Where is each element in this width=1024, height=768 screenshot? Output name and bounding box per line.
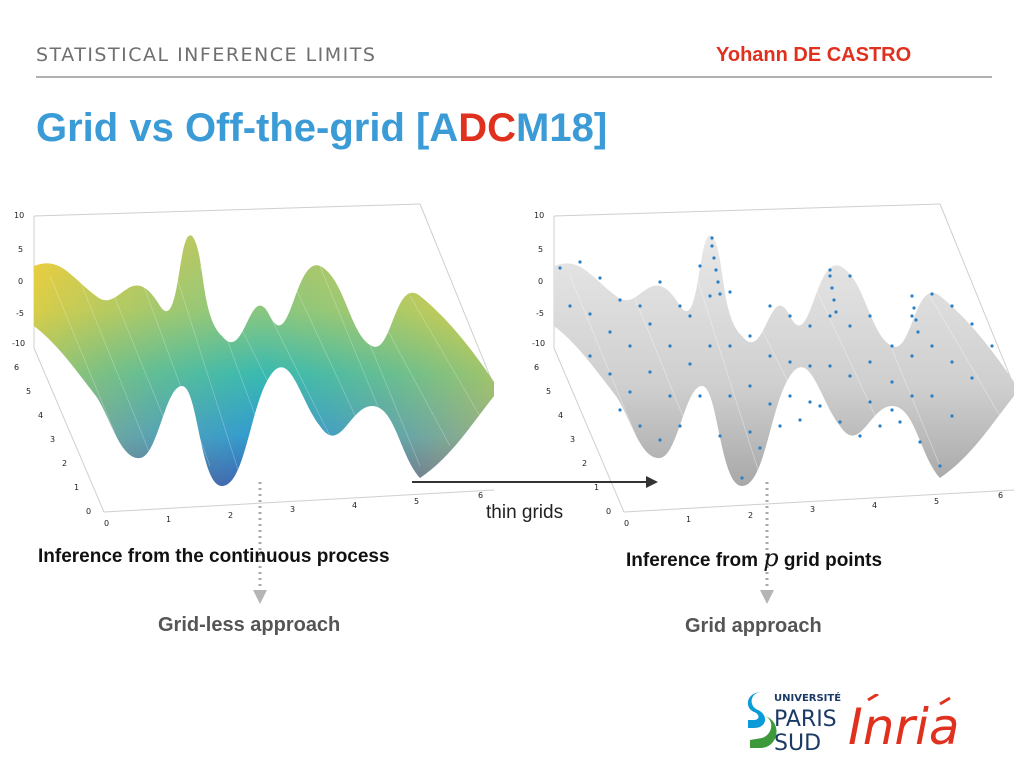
- inria-logo: Inria: [848, 694, 960, 754]
- grid-points-column: [710, 244, 920, 334]
- caption-grid-points: Inference from p grid points: [626, 544, 882, 572]
- y-tick-label: 4: [38, 411, 43, 420]
- grid-points-row: [568, 294, 974, 388]
- right-surface-mesh: [554, 235, 1014, 486]
- x-tick-label: 5: [414, 497, 419, 506]
- z-tick-label: 10: [14, 211, 24, 220]
- right-surface-plot: 10 5 0 -5 -10 6 5 4 3 2 1 0 0 1 2 3 4 5 …: [532, 203, 1015, 528]
- x-tick-label: 4: [352, 501, 357, 510]
- z-tick-label: 5: [538, 245, 543, 254]
- thin-grids-label: thin grids: [486, 502, 564, 523]
- left-x-ticks: 0 1 2 3 4 5 6: [104, 491, 483, 528]
- z-tick-label: 10: [534, 211, 544, 220]
- grid-points-row: [588, 344, 954, 434]
- y-tick-label: 1: [74, 483, 79, 492]
- left-axes-box: [33, 203, 495, 513]
- z-tick-label: -5: [536, 309, 544, 318]
- x-tick-label: 6: [478, 491, 483, 500]
- z-tick-label: 5: [18, 245, 23, 254]
- logo-sud-text: SUD: [774, 731, 821, 754]
- x-tick-label: 0: [624, 519, 629, 528]
- y-tick-label: 2: [582, 459, 587, 468]
- z-tick-label: 0: [538, 277, 543, 286]
- left-down-arrow: [253, 482, 267, 604]
- x-tick-label: 4: [872, 501, 877, 510]
- x-tick-label: 0: [104, 519, 109, 528]
- title-highlight: DC: [458, 106, 516, 150]
- logo-paris-text: PARIS: [774, 707, 837, 732]
- y-tick-label: 1: [594, 483, 599, 492]
- math-variable-p: p: [763, 544, 779, 572]
- x-tick-label: 3: [290, 505, 295, 514]
- y-tick-label: 0: [606, 507, 611, 516]
- left-y-ticks: 6 5 4 3 2 1 0: [14, 363, 91, 516]
- right-y-ticks: 6 5 4 3 2 1 0: [534, 363, 611, 516]
- grid-points-row: [558, 236, 994, 348]
- right-axes-box: [553, 203, 1015, 513]
- x-tick-label: 1: [166, 515, 171, 524]
- y-tick-label: 3: [50, 435, 55, 444]
- thin-grids-arrow: [412, 476, 658, 488]
- title-part-2: M18]: [516, 106, 608, 150]
- caption-continuous: Inference from the continuous process: [38, 546, 390, 567]
- x-tick-label: 1: [686, 515, 691, 524]
- y-tick-label: 6: [534, 363, 539, 372]
- grid-points: [558, 236, 994, 480]
- x-tick-label: 2: [228, 511, 233, 520]
- title-part-1: Grid vs Off-the-grid [A: [36, 106, 459, 150]
- z-tick-label: -10: [12, 339, 25, 348]
- header-divider: [36, 76, 992, 78]
- right-z-ticks: 10 5 0 -5 -10: [532, 211, 545, 348]
- right-down-arrow: [760, 482, 774, 604]
- grid-points-row: [618, 394, 942, 480]
- x-tick-label: 6: [998, 491, 1003, 500]
- y-tick-label: 2: [62, 459, 67, 468]
- slide-title: Grid vs Off-the-grid [ADCM18]: [36, 106, 607, 151]
- y-tick-label: 0: [86, 507, 91, 516]
- caption-grid-points-suffix: grid points: [778, 550, 883, 571]
- author-name: Yohann DE CASTRO: [716, 44, 912, 66]
- z-tick-label: 0: [18, 277, 23, 286]
- grid-approach-label: Grid approach: [685, 615, 822, 637]
- z-tick-label: -10: [532, 339, 545, 348]
- z-tick-label: -5: [16, 309, 24, 318]
- y-tick-label: 5: [546, 387, 551, 396]
- left-surface-plot: 10 5 0 -5 -10 6 5 4 3 2 1 0 0 1 2 3 4 5 …: [12, 203, 495, 528]
- left-z-ticks: 10 5 0 -5 -10: [12, 211, 25, 348]
- right-x-ticks: 0 1 2 3 4 5 6: [624, 491, 1003, 528]
- logo-inria-text: Inria: [848, 698, 960, 754]
- y-tick-label: 4: [558, 411, 563, 420]
- y-tick-label: 3: [570, 435, 575, 444]
- grid-less-approach-label: Grid-less approach: [158, 614, 341, 636]
- y-tick-label: 5: [26, 387, 31, 396]
- caption-grid-points-prefix: Inference from: [626, 550, 764, 571]
- left-surface-mesh: [34, 235, 494, 486]
- section-title: STATISTICAL INFERENCE LIMITS: [36, 44, 377, 66]
- y-tick-label: 6: [14, 363, 19, 372]
- x-tick-label: 2: [748, 511, 753, 520]
- x-tick-label: 5: [934, 497, 939, 506]
- x-tick-label: 3: [810, 505, 815, 514]
- universite-paris-sud-logo: UNIVERSITÉ PARIS SUD: [747, 691, 841, 754]
- logo-universite-text: UNIVERSITÉ: [774, 691, 841, 704]
